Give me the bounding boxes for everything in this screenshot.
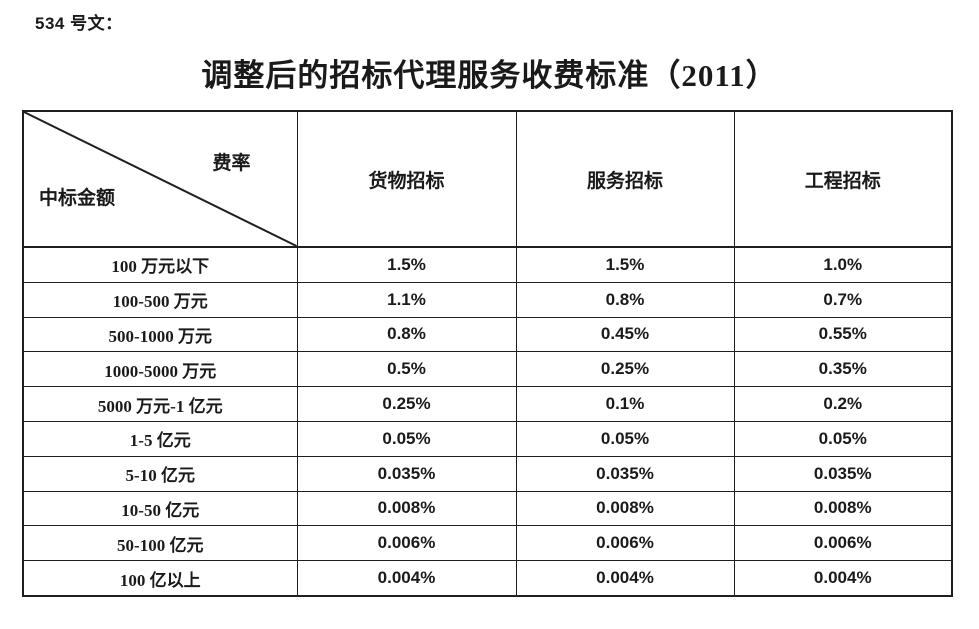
rate-cell: 0.25% [296, 386, 517, 422]
row-label-cell: 100 万元以下 [22, 246, 298, 283]
row-label-cell: 1000-5000 万元 [22, 351, 298, 388]
table-row: 50-100 亿元 0.006% 0.006% 0.006% [22, 525, 953, 562]
row-label-cell: 5000 万元-1 亿元 [22, 386, 298, 422]
rate-cell: 0.35% [733, 351, 953, 388]
rate-cell: 0.008% [515, 490, 735, 527]
rate-cell: 0.008% [733, 490, 953, 527]
page-title: 调整后的招标代理服务收费标准（2011） [201, 58, 778, 93]
rate-cell: 0.008% [296, 490, 517, 527]
rate-cell: 1.0% [733, 246, 953, 283]
row-label-cell: 100-500 万元 [22, 281, 298, 318]
rate-cell: 0.05% [733, 420, 953, 457]
row-label-cell: 50-100 亿元 [22, 525, 298, 562]
table-row: 10-50 亿元 0.008% 0.008% 0.008% [22, 490, 953, 527]
column-header-service-bidding: 服务招标 [515, 110, 735, 248]
rate-cell: 0.035% [733, 455, 953, 492]
table-row: 1000-5000 万元 0.5% 0.25% 0.35% [22, 351, 953, 388]
fee-rate-table: 费率 中标金额 货物招标 服务招标 工程招标 100 万元以下 1.5% 1.5… [22, 110, 953, 597]
rate-cell: 0.035% [515, 455, 735, 492]
rate-cell: 0.5% [296, 351, 517, 388]
row-label-cell: 5-10 亿元 [22, 455, 298, 492]
rate-cell: 0.55% [733, 316, 953, 353]
rate-cell: 1.5% [296, 246, 517, 283]
corner-header-cell: 费率 中标金额 [22, 110, 298, 248]
rate-cell: 0.25% [515, 351, 735, 388]
table-row: 500-1000 万元 0.8% 0.45% 0.55% [22, 316, 953, 353]
table-row: 5-10 亿元 0.035% 0.035% 0.035% [22, 455, 953, 492]
rate-cell: 0.004% [733, 560, 953, 597]
table-row: 100 万元以下 1.5% 1.5% 1.0% [22, 246, 953, 283]
table-row: 1-5 亿元 0.05% 0.05% 0.05% [22, 420, 953, 457]
row-label-cell: 1-5 亿元 [22, 420, 298, 457]
column-header-engineering-bidding: 工程招标 [733, 110, 953, 248]
rate-cell: 0.006% [296, 525, 517, 562]
rate-cell: 0.004% [296, 560, 517, 597]
table-row: 100-500 万元 1.1% 0.8% 0.7% [22, 281, 953, 318]
rate-cell: 1.1% [296, 281, 517, 318]
table-header: 费率 中标金额 货物招标 服务招标 工程招标 [22, 110, 953, 248]
row-label-cell: 100 亿以上 [22, 560, 298, 597]
row-label-cell: 500-1000 万元 [22, 316, 298, 353]
rate-cell: 0.05% [515, 420, 735, 457]
rate-cell: 0.004% [515, 560, 735, 597]
table-body: 100 万元以下 1.5% 1.5% 1.0% 100-500 万元 1.1% … [22, 246, 953, 597]
corner-label-rate: 费率 [212, 153, 251, 174]
rate-cell: 0.035% [296, 455, 517, 492]
column-header-goods-bidding: 货物招标 [296, 110, 517, 248]
rate-cell: 1.5% [515, 246, 735, 283]
rate-cell: 0.006% [515, 525, 735, 562]
rate-cell: 0.7% [733, 281, 953, 318]
header-row: 费率 中标金额 货物招标 服务招标 工程招标 [22, 110, 953, 248]
corner-cell-wrap: 费率 中标金额 [24, 112, 297, 246]
rate-cell: 0.2% [733, 386, 953, 422]
rate-cell: 0.1% [515, 386, 735, 422]
rate-cell: 0.05% [296, 420, 517, 457]
doc-ref-label: 534 号文： [35, 14, 123, 33]
rate-cell: 0.006% [733, 525, 953, 562]
table-row: 5000 万元-1 亿元 0.25% 0.1% 0.2% [22, 386, 953, 422]
corner-label-amount: 中标金额 [39, 188, 116, 209]
table-row: 100 亿以上 0.004% 0.004% 0.004% [22, 560, 953, 597]
rate-cell: 0.45% [515, 316, 735, 353]
rate-cell: 0.8% [296, 316, 517, 353]
rate-cell: 0.8% [515, 281, 735, 318]
row-label-cell: 10-50 亿元 [22, 490, 298, 527]
diagonal-divider-line [24, 112, 297, 246]
